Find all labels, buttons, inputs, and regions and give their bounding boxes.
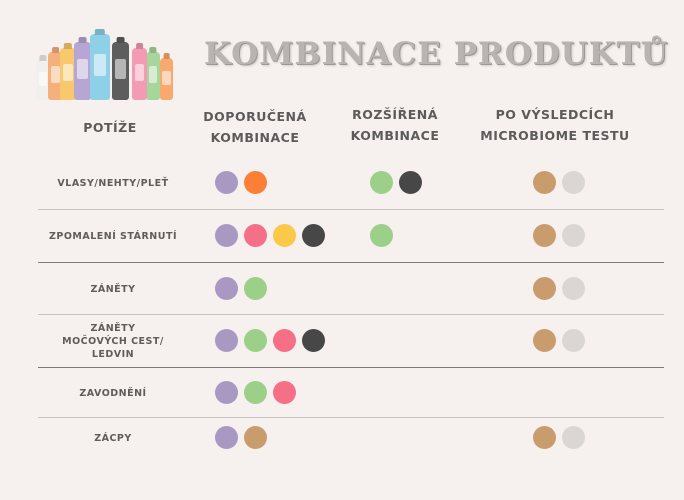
- microbiome-dots: [533, 329, 585, 352]
- recommended-dots: [215, 381, 296, 404]
- green-dot: [244, 381, 267, 404]
- tan-dot: [533, 277, 556, 300]
- recommended-dots: [215, 329, 325, 352]
- row-label: ZAVODNĚNÍ: [38, 387, 188, 400]
- purple-dot: [215, 329, 238, 352]
- black-dot: [302, 224, 325, 247]
- row-divider: [38, 314, 664, 315]
- recommended-dots: [215, 224, 325, 247]
- black-dot: [302, 329, 325, 352]
- pink-dot: [273, 381, 296, 404]
- purple-dot: [215, 381, 238, 404]
- lightgray-dot: [562, 277, 585, 300]
- purple-dot: [215, 426, 238, 449]
- row-divider: [38, 367, 664, 368]
- yellow-dot: [273, 224, 296, 247]
- recommended-dots: [215, 426, 267, 449]
- black-dot: [399, 171, 422, 194]
- tan-dot: [533, 329, 556, 352]
- row-divider: [38, 209, 664, 210]
- recommended-dots: [215, 171, 267, 194]
- row-label: VLASY/NEHTY/PLEŤ: [38, 177, 188, 190]
- green-dot: [370, 171, 393, 194]
- pink-dot: [273, 329, 296, 352]
- header-microbiome: PO VÝSLEDCÍCH MICROBIOME TESTU: [470, 104, 640, 146]
- row-label: ZÁCPY: [38, 432, 188, 445]
- header-recommended: DOPORUČENÁ KOMBINACE: [190, 106, 320, 148]
- row-label: ZÁNĚTY: [38, 283, 188, 296]
- row-divider: [38, 262, 664, 263]
- product-bottle: [160, 58, 173, 100]
- lightgray-dot: [562, 171, 585, 194]
- microbiome-dots: [533, 171, 585, 194]
- microbiome-dots: [533, 277, 585, 300]
- product-bottle: [146, 52, 160, 100]
- green-dot: [244, 329, 267, 352]
- row-label: ZÁNĚTY MOČOVÝCH CEST/ LEDVIN: [38, 322, 188, 361]
- extended-dots: [370, 171, 422, 194]
- extended-dots: [370, 224, 393, 247]
- green-dot: [370, 224, 393, 247]
- product-bottle: [132, 48, 147, 100]
- lightgray-dot: [562, 329, 585, 352]
- purple-dot: [215, 171, 238, 194]
- row-divider: [38, 417, 664, 418]
- microbiome-dots: [533, 426, 585, 449]
- product-bottle: [112, 42, 129, 100]
- product-bottle: [74, 42, 91, 100]
- header-problems: POTÍŽE: [60, 117, 160, 138]
- purple-dot: [215, 277, 238, 300]
- orange-dot: [244, 171, 267, 194]
- lightgray-dot: [562, 426, 585, 449]
- row-label: ZPOMALENÍ STÁRNUTÍ: [38, 230, 188, 243]
- product-bottles-image: [36, 24, 182, 100]
- product-bottle: [90, 34, 110, 100]
- green-dot: [244, 277, 267, 300]
- pink-dot: [244, 224, 267, 247]
- lightgray-dot: [562, 224, 585, 247]
- tan-dot: [244, 426, 267, 449]
- header-extended: ROZŠÍŘENÁ KOMBINACE: [335, 104, 455, 146]
- recommended-dots: [215, 277, 267, 300]
- microbiome-dots: [533, 224, 585, 247]
- purple-dot: [215, 224, 238, 247]
- page-title: KOMBINACE PRODUKTŮ: [204, 36, 669, 72]
- tan-dot: [533, 171, 556, 194]
- tan-dot: [533, 426, 556, 449]
- tan-dot: [533, 224, 556, 247]
